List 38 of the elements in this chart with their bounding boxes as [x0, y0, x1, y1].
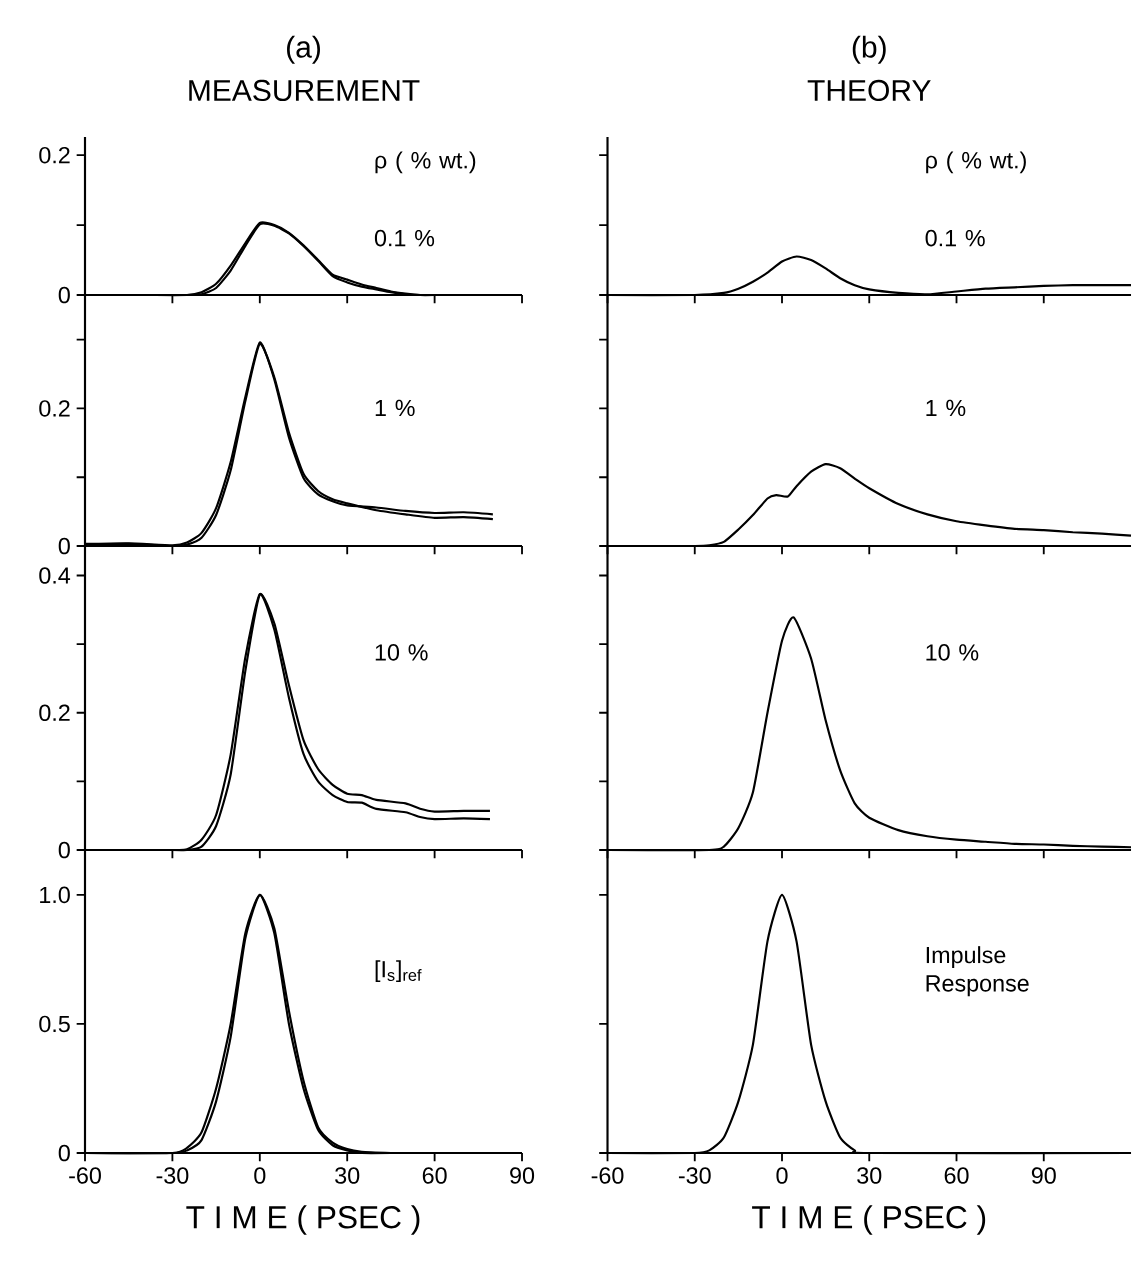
annotation: ρ ( % wt.): [926, 151, 1026, 174]
x-tick-label: 30: [335, 1167, 360, 1184]
y-tick-label: 0.4: [39, 567, 71, 584]
x-tick-label: -60: [69, 1167, 101, 1184]
y-tick-label: 0.2: [39, 146, 70, 164]
annotation: ρ ( % wt.): [375, 151, 476, 174]
x-tick-label: 30: [857, 1167, 882, 1184]
x-tick-label: -30: [156, 1167, 189, 1184]
y-tick-label: 0.5: [39, 1015, 70, 1033]
annotation: 10 %: [375, 644, 428, 661]
x-tick-label: 90: [1031, 1167, 1056, 1184]
chart-subtitle: MEASUREMENT: [189, 79, 420, 102]
annotation: 0.1 %: [925, 229, 985, 247]
chart-subtitle: THEORY: [807, 79, 931, 102]
y-tick-label: 0: [58, 841, 70, 859]
y-tick-label: 0: [58, 1144, 70, 1162]
chart-title: (b): [852, 35, 886, 64]
y-tick-label: 0.2: [39, 400, 70, 417]
y-tick-label: 0.2: [39, 704, 70, 722]
y-tick-label: 0: [58, 537, 70, 555]
x-tick-label: 0: [776, 1167, 788, 1184]
y-tick-label: 1.0: [40, 886, 70, 904]
annotation: 0.1 %: [374, 229, 435, 247]
x-tick-label: -60: [591, 1167, 624, 1184]
annotation: 10 %: [926, 644, 979, 661]
x-tick-label: 60: [944, 1167, 969, 1184]
chart-title: (a): [287, 35, 320, 64]
x-tick-label: 60: [422, 1167, 447, 1184]
annotation: 1 %: [926, 399, 966, 417]
x-axis-title: T I M E ( PSEC ): [752, 1205, 986, 1235]
annotation: 1 %: [375, 399, 415, 417]
x-axis-title: T I M E ( PSEC ): [186, 1205, 420, 1235]
y-tick-label: 0: [58, 286, 70, 304]
x-tick-label: 0: [254, 1167, 266, 1184]
annotation: [I$_{s}$]$_{ref}$: [375, 960, 422, 983]
x-tick-label: 90: [510, 1167, 535, 1184]
annotation: Impulse Response: [926, 946, 1029, 997]
x-tick-label: -30: [678, 1167, 711, 1184]
